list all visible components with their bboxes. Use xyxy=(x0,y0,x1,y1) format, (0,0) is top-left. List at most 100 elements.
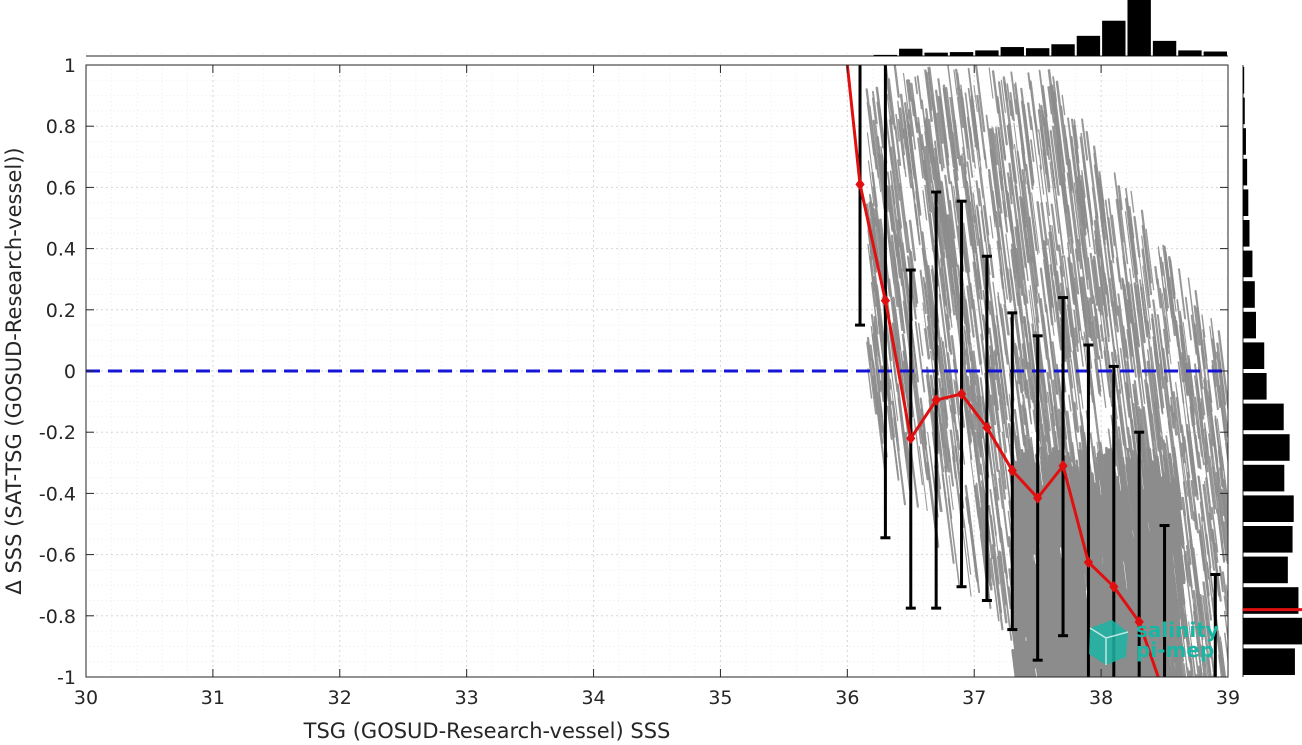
scatter-point xyxy=(1222,479,1228,522)
scatter-point xyxy=(899,93,912,174)
scatter-point xyxy=(1151,548,1162,613)
scatter-point xyxy=(1153,595,1165,660)
scatter-point xyxy=(1133,671,1137,677)
scatter-point xyxy=(1074,327,1079,352)
scatter-point xyxy=(907,108,914,137)
scatter-point xyxy=(1021,147,1027,185)
x-tick-label: 36 xyxy=(835,687,859,709)
scatter-point xyxy=(917,116,924,151)
scatter-point xyxy=(969,455,979,519)
scatter-point xyxy=(983,149,988,169)
scatter-point xyxy=(1173,315,1184,383)
scatter-point xyxy=(887,236,899,308)
scatter-point xyxy=(1001,307,1012,381)
scatter-point xyxy=(1134,329,1146,405)
scatter-point xyxy=(1021,201,1027,228)
top-histogram-bar xyxy=(1127,0,1151,56)
scatter-point xyxy=(948,474,954,511)
scatter-point xyxy=(1080,276,1091,338)
scatter-point xyxy=(963,296,972,345)
scatter-point xyxy=(1194,648,1200,677)
scatter-point xyxy=(999,551,1013,641)
scatter-point xyxy=(966,180,972,212)
scatter-point xyxy=(1107,249,1116,304)
scatter-point xyxy=(985,384,1000,473)
scatter-point xyxy=(1048,85,1056,124)
scatter-point xyxy=(1121,539,1133,605)
scatter-point xyxy=(1130,283,1140,347)
scatter-point xyxy=(1038,129,1051,217)
scatter-point xyxy=(1204,437,1216,515)
scatter-point xyxy=(1141,249,1151,309)
scatter-point xyxy=(1202,483,1216,571)
scatter-point xyxy=(1221,456,1228,504)
scatter-point xyxy=(1163,245,1175,323)
scatter-point xyxy=(1122,663,1128,677)
scatter-point xyxy=(1067,204,1074,244)
scatter-point xyxy=(1022,507,1034,573)
logo-text-line2: pi-mep xyxy=(1136,638,1214,662)
scatter-point xyxy=(1039,267,1048,313)
scatter-point xyxy=(1186,480,1193,520)
scatter-point xyxy=(1041,675,1044,677)
scatter-point xyxy=(1185,362,1199,455)
scatter-point xyxy=(992,281,1005,373)
scatter-point xyxy=(1014,83,1026,165)
scatter-point xyxy=(1094,337,1100,360)
scatter-point xyxy=(893,416,906,506)
scatter-point xyxy=(1041,608,1053,674)
scatter-point xyxy=(1102,208,1114,280)
scatter-point xyxy=(1158,250,1171,343)
scatter-point xyxy=(1021,404,1027,426)
scatter-point xyxy=(925,108,938,190)
scatter-point xyxy=(1098,355,1107,409)
mean-marker xyxy=(1058,460,1068,472)
scatter-point xyxy=(1087,256,1098,331)
scatter-point xyxy=(1065,287,1079,375)
scatter-point xyxy=(1109,238,1114,260)
scatter-point xyxy=(1209,645,1216,677)
scatter-point xyxy=(997,295,1001,317)
scatter-point xyxy=(917,322,924,357)
scatter-point xyxy=(1186,362,1196,426)
scatter-point xyxy=(1208,433,1218,497)
scatter-point xyxy=(973,298,983,365)
scatter-point xyxy=(1138,521,1150,586)
scatter-point xyxy=(1205,656,1209,677)
scatter-point xyxy=(1073,309,1079,344)
scatter-point xyxy=(937,231,946,292)
scatter-point xyxy=(1179,315,1187,361)
scatter-point xyxy=(923,328,930,360)
scatter-point xyxy=(896,159,908,230)
x-axis-label: TSG (GOSUD-Research-vessel) SSS xyxy=(303,719,671,743)
scatter-point xyxy=(887,87,894,125)
scatter-point xyxy=(1162,287,1169,312)
scatter-point xyxy=(1167,667,1173,677)
scatter-point xyxy=(1073,637,1082,677)
scatter-point xyxy=(963,325,974,403)
scatter-point xyxy=(945,313,953,355)
scatter-point xyxy=(872,90,878,125)
scatter-point xyxy=(1115,198,1127,270)
scatter-point xyxy=(966,375,972,402)
scatter-point xyxy=(1165,266,1169,283)
scatter-point xyxy=(1047,454,1058,519)
scatter-point xyxy=(1022,401,1034,481)
scatter-point xyxy=(1153,400,1161,440)
scatter-point xyxy=(1066,172,1080,262)
scatter-point xyxy=(1094,215,1105,281)
right-histogram-bar xyxy=(1243,495,1294,522)
scatter-point xyxy=(982,205,991,256)
scatter-point xyxy=(1209,325,1221,409)
scatter-point xyxy=(1130,190,1135,213)
scatter-point xyxy=(949,96,959,160)
y-tick-label: 1 xyxy=(64,55,76,77)
scatter-point xyxy=(1045,672,1049,677)
scatter-point xyxy=(1145,673,1149,677)
scatter-point xyxy=(1043,116,1051,161)
right-histogram xyxy=(1242,65,1302,677)
scatter-point xyxy=(1209,455,1218,514)
scatter-point xyxy=(1152,620,1162,677)
scatter-point xyxy=(1159,288,1170,355)
y-tick-label: 0.8 xyxy=(46,116,76,138)
